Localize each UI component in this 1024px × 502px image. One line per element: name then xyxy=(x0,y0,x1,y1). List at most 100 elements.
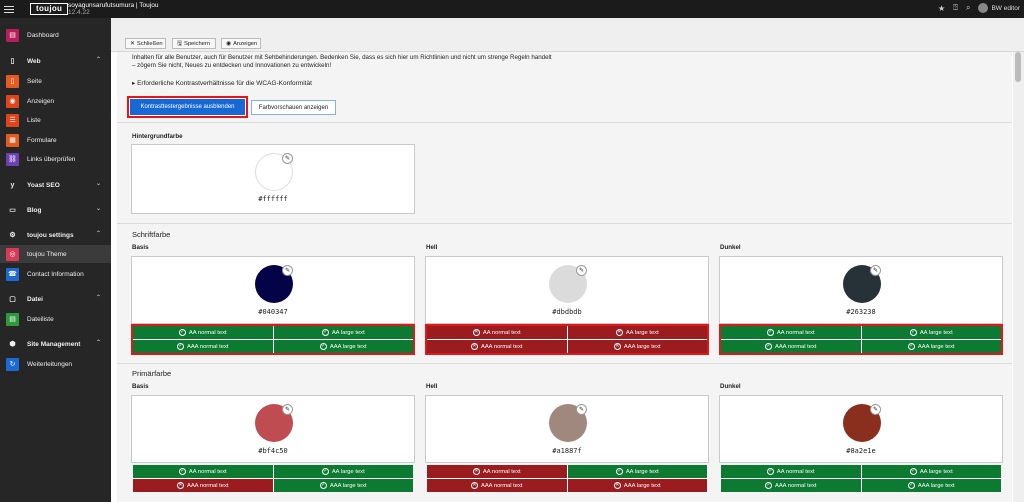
check-circle-icon: ✓ xyxy=(766,329,774,336)
show-color-previews-button[interactable]: Farbvorschauen anzeigen xyxy=(251,100,336,115)
contrast-result-cell: ✓ AAA normal text xyxy=(721,479,861,492)
redirect-icon: ↻ xyxy=(6,357,19,371)
contrast-result-cell: ✓ AA normal text xyxy=(721,326,861,339)
check-circle-icon: ✓ xyxy=(907,343,915,350)
contrast-result-label: AA large text xyxy=(919,468,953,475)
hamburger-menu-icon[interactable] xyxy=(4,4,14,14)
help-icon[interactable]: ⍰ xyxy=(953,3,958,12)
save-button-label: Speichern xyxy=(183,40,211,47)
sidebar-item-site-management[interactable]: ⬢ Site Management ⌃ xyxy=(0,335,111,353)
sidebar-item-label: Contact Information xyxy=(27,270,84,278)
edit-pencil-icon[interactable]: ✎ xyxy=(282,153,293,164)
sidebar-item-liste[interactable]: ☰ Liste xyxy=(0,111,111,129)
check-circle-icon: ✓ xyxy=(321,329,329,336)
sidebar-item-label: Blog xyxy=(27,206,42,214)
sidebar-item-web[interactable]: ▯ Web ⌃ xyxy=(0,52,111,70)
sidebar-item-contact-information[interactable]: ☎ Contact Information xyxy=(0,265,111,283)
close-button[interactable]: ✕ Schließen xyxy=(125,38,166,49)
sidebar-item-label: Liste xyxy=(27,116,41,124)
contrast-result-label: AAA normal text xyxy=(186,343,229,350)
contrast-result-cell: ✕ AA large text xyxy=(567,326,707,339)
color-card: ✎ #dbdbdb xyxy=(425,256,709,324)
user-menu[interactable]: BW editor xyxy=(978,3,1020,13)
contrast-result-label: AAA normal text xyxy=(186,482,229,489)
edit-pencil-icon[interactable]: ✎ xyxy=(282,265,293,276)
edit-pencil-icon[interactable]: ✎ xyxy=(282,404,293,415)
color-card: ✎ #bf4c50 xyxy=(131,395,415,463)
contrast-result-cell: ✓ AA large text xyxy=(861,465,1001,478)
color-card: ✎ #040347 xyxy=(131,256,415,324)
check-circle-icon: ✓ xyxy=(176,343,184,350)
sidebar-item-label: Formulare xyxy=(27,136,57,144)
save-button[interactable]: 🖫 Speichern xyxy=(172,38,216,49)
sidebar-item-yoast-seo[interactable]: y Yoast SEO ⌄ xyxy=(0,176,111,194)
sidebar-item-label: toujou Theme xyxy=(27,250,67,258)
wcag-requirements-toggle[interactable]: ▸ Erforderliche Kontrastverhältnisse für… xyxy=(132,80,312,87)
variant-label: Dunkel xyxy=(720,244,741,251)
check-circle-icon: ✓ xyxy=(907,482,915,489)
check-circle-icon: ✓ xyxy=(178,329,186,336)
contrast-result-label: AAA large text xyxy=(623,343,661,350)
contrast-result-label: AAA large text xyxy=(623,482,661,489)
contrast-result-label: AA large text xyxy=(331,468,365,475)
contrast-result-cell: ✓ AAA large text xyxy=(273,479,413,492)
chevron-icon: ⌃ xyxy=(95,340,101,346)
sidebar-item-datei[interactable]: ▢ Datei ⌃ xyxy=(0,290,111,308)
contrast-result-label: AAA normal text xyxy=(480,482,523,489)
search-icon[interactable]: ⌕ xyxy=(965,3,971,12)
edit-pencil-icon[interactable]: ✎ xyxy=(870,404,881,415)
sidebar-item-dateiliste[interactable]: ▤ Dateiliste xyxy=(0,310,111,328)
edit-pencil-icon[interactable]: ✎ xyxy=(576,265,587,276)
sidebar-item-blog[interactable]: ▭ Blog ⌄ xyxy=(0,201,111,219)
edit-pencil-icon[interactable]: ✎ xyxy=(576,404,587,415)
bookmark-star-icon[interactable]: ★ xyxy=(937,3,946,13)
x-circle-icon: ✕ xyxy=(472,329,480,336)
contrast-result-label: AA large text xyxy=(331,329,365,336)
contrast-result-label: AAA normal text xyxy=(774,482,817,489)
sidebar-item-weiterleitungen[interactable]: ↻ Weiterleitungen xyxy=(0,355,111,373)
dashboard-icon: ▤ xyxy=(6,28,19,42)
variant-label: Basis xyxy=(132,383,149,390)
sidebar-item-label: Dashboard xyxy=(27,31,59,39)
top-bar: toujou soyagunsarufutsumura | Toujou 12.… xyxy=(0,0,1024,18)
contrast-results-grid: ✓ AA normal text ✓ AA large text ✕ AAA normal… xyxy=(133,465,413,492)
app-logo[interactable]: toujou xyxy=(30,3,69,15)
x-circle-icon: ✕ xyxy=(470,482,478,489)
theme-icon: ◎ xyxy=(6,247,19,261)
check-circle-icon: ✓ xyxy=(321,468,329,475)
contact-icon: ☎ xyxy=(6,267,19,281)
contrast-result-cell: ✓ AA normal text xyxy=(133,465,273,478)
sidebar-item-dashboard[interactable]: ▤ Dashboard xyxy=(0,26,111,44)
page-icon: ▯ xyxy=(10,58,15,65)
sidebar-item-formulare[interactable]: ▦ Formulare xyxy=(0,131,111,149)
contrast-result-cell: ✓ AA large text xyxy=(273,465,413,478)
color-card: ✎ #8a2e1e xyxy=(719,395,1003,463)
sidebar-item-links-berpr-fen[interactable]: ⛓ Links überprüfen xyxy=(0,150,111,168)
contrast-result-label: AA normal text xyxy=(482,329,521,336)
sidebar-item-anzeigen[interactable]: ◉ Anzeigen xyxy=(0,92,111,110)
background-hex-value: #ffffff xyxy=(258,195,288,203)
x-circle-icon: ✕ xyxy=(176,482,184,489)
sidebar-item-seite[interactable]: ▯ Seite xyxy=(0,72,111,90)
sidebar-item-toujou-theme[interactable]: ◎ toujou Theme xyxy=(0,245,111,263)
contrast-result-label: AAA normal text xyxy=(774,343,817,350)
color-card: ✎ #a1887f xyxy=(425,395,709,463)
view-button[interactable]: ◉ Anzeigen xyxy=(221,38,261,49)
check-circle-icon: ✓ xyxy=(319,343,327,350)
hide-contrast-results-button[interactable]: Kontrasttestergebnisse ausblenden xyxy=(127,96,248,118)
divider xyxy=(117,223,1012,224)
font-color-section-title: Schriftfarbe xyxy=(132,230,171,239)
variant-label: Hell xyxy=(426,244,438,251)
sidebar-item-toujou-settings[interactable]: ⚙ toujou settings ⌃ xyxy=(0,226,111,244)
chevron-icon: ⌃ xyxy=(95,57,101,63)
yoast-icon: y xyxy=(10,181,15,189)
x-circle-icon: ✕ xyxy=(615,329,623,336)
primary-color-section-title: Primärfarbe xyxy=(132,369,172,378)
contrast-results-grid: ✕ AA normal text ✕ AA large text ✕ AAA normal… xyxy=(425,324,709,355)
edit-pencil-icon[interactable]: ✎ xyxy=(870,265,881,276)
variant-label: Hell xyxy=(426,383,438,390)
contrast-result-cell: ✓ AA large text xyxy=(567,465,707,478)
contrast-result-cell: ✕ AA normal text xyxy=(427,326,567,339)
scrollbar[interactable] xyxy=(1013,52,1024,502)
contrast-result-label: AAA large text xyxy=(917,343,955,350)
